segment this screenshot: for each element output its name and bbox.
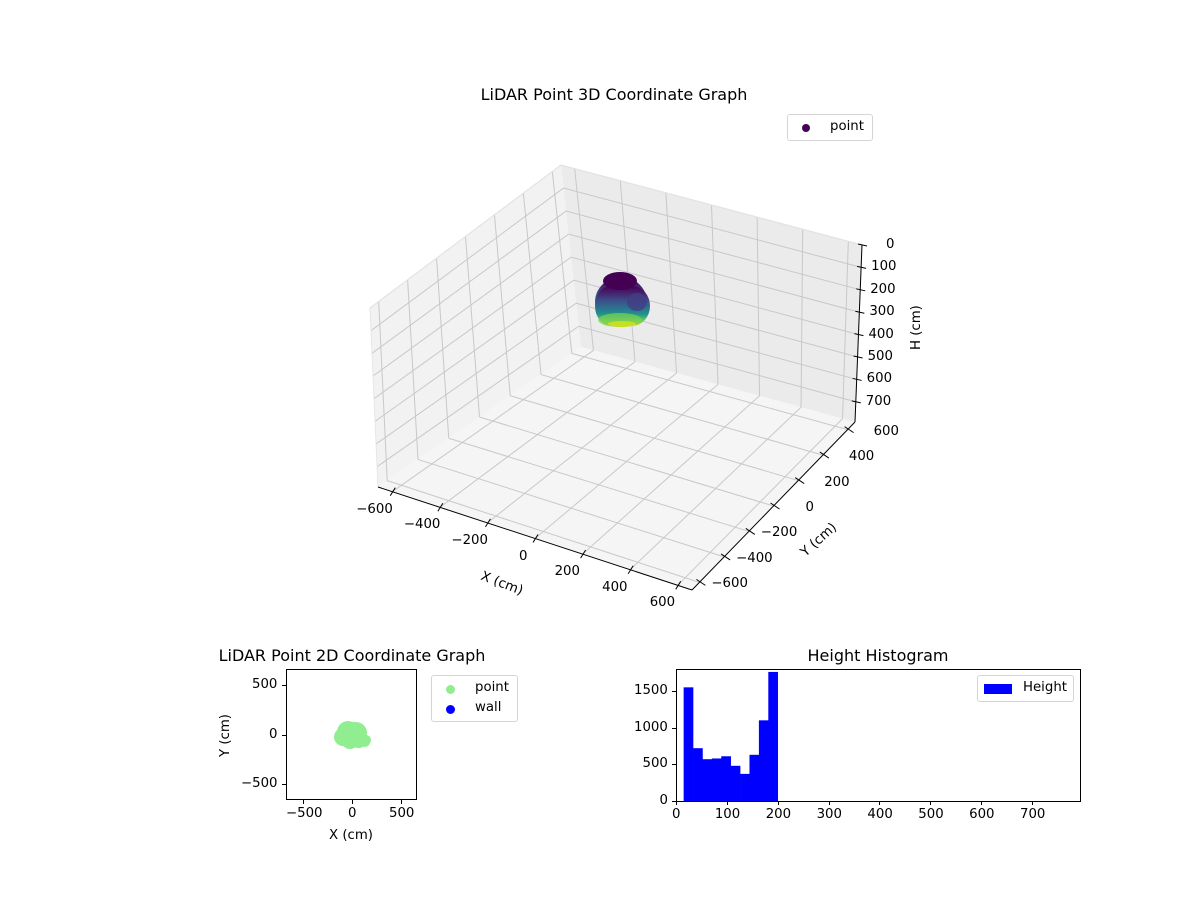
ytick-3d: 600 [873, 423, 899, 439]
ytick-2d-0: 0 [269, 727, 278, 742]
legend-point-marker-icon [802, 124, 810, 132]
legend-point-marker-icon [446, 685, 455, 694]
xtick-3d: −600 [356, 501, 393, 517]
xtick-mark-hist [828, 801, 830, 805]
ytick-marks-2d [282, 735, 286, 736]
xtick-mark-hist [930, 801, 932, 805]
histogram-bar [711, 758, 722, 801]
xtick-3d: 600 [649, 595, 676, 611]
chart-2d-legend: point wall [431, 675, 518, 722]
xtick-2d-500: 500 [389, 806, 415, 821]
xtick-mark-hist [676, 801, 677, 805]
xtick-mark-hist [879, 801, 881, 805]
histogram-bar [749, 754, 760, 801]
ytick-marks-2d [282, 685, 286, 686]
legend-wall-marker-icon [446, 705, 455, 714]
ztick-3d: 600 [866, 371, 893, 387]
histogram-bar [683, 687, 694, 801]
ytick-3d: 0 [805, 500, 814, 515]
xtick-3d: 0 [519, 548, 528, 564]
histogram-legend: Height [977, 675, 1074, 702]
histogram-bar [758, 720, 769, 801]
xtick-hist: 300 [816, 807, 842, 822]
ytick-hist: 0 [659, 793, 668, 808]
xtick-marks-2d [401, 800, 402, 804]
ztick-3d: 200 [870, 281, 896, 297]
ztick-3d: 300 [869, 304, 895, 320]
xtick-marks-2d [303, 800, 304, 804]
point-cloud-3d [595, 272, 650, 327]
xtick-2d-0: 0 [348, 806, 357, 821]
chart-2d-title: LiDAR Point 2D Coordinate Graph [218, 646, 486, 665]
legend-height-label: Height [1023, 680, 1067, 695]
ytick-hist: 500 [642, 756, 668, 772]
xtick-mark-hist [981, 801, 983, 805]
ytick-3d: 200 [824, 474, 850, 490]
xtick-2d-neg500: −500 [286, 806, 323, 821]
histogram-title: Height Histogram [807, 646, 949, 665]
xtick-3d: −200 [451, 532, 488, 548]
histogram-bar [740, 773, 750, 801]
histogram-bar [693, 748, 703, 801]
histogram-bar [721, 756, 731, 801]
chart-3d-title: LiDAR Point 3D Coordinate Graph [480, 85, 748, 104]
x-axis-label-2d: X (cm) [329, 828, 373, 843]
ztick-3d: 700 [865, 393, 892, 409]
histogram-bar [730, 765, 741, 801]
xtick-hist: 700 [1020, 807, 1046, 822]
ytick-3d: −400 [736, 550, 773, 566]
ytick-2d-500: 500 [252, 677, 278, 692]
xtick-hist: 0 [672, 807, 681, 822]
xtick-hist: 200 [765, 807, 792, 822]
ytick-mark-hist [672, 801, 676, 802]
ytick-mark-hist [672, 764, 676, 766]
ytick-mark-hist [672, 691, 676, 692]
xtick-mark-hist [726, 801, 728, 805]
ytick-hist: 1500 [634, 683, 668, 698]
xtick-3d: 200 [554, 564, 580, 580]
chart-2d-axes [286, 669, 417, 800]
legend-height-swatch-icon [984, 684, 1012, 694]
ytick-marks-2d [282, 784, 286, 785]
legend-point-label: point [475, 680, 509, 695]
xtick-mark-hist [1032, 801, 1033, 805]
ytick-3d: −600 [711, 576, 748, 592]
histogram-bar [702, 759, 713, 801]
histogram-bar [768, 671, 779, 801]
xtick-hist: 500 [918, 807, 944, 822]
xtick-3d: −400 [403, 517, 441, 533]
point-cluster-2d [334, 721, 371, 749]
ytick-2d-neg500: −500 [241, 776, 278, 791]
ztick-3d: 0 [886, 237, 895, 252]
xtick-hist: 100 [714, 807, 741, 822]
ytick-hist: 1000 [634, 719, 668, 735]
ytick-3d: −200 [760, 525, 798, 541]
legend-wall-label: wall [475, 700, 502, 715]
xtick-marks-2d [352, 800, 353, 804]
xtick-hist: 400 [867, 807, 893, 822]
ztick-3d: 500 [867, 349, 893, 365]
xtick-hist: 600 [969, 807, 995, 822]
ztick-3d: 400 [868, 326, 894, 342]
xtick-mark-hist [777, 801, 779, 805]
ztick-3d: 100 [871, 259, 897, 275]
legend-point-label: point [830, 119, 864, 134]
ytick-mark-hist [672, 727, 676, 729]
xtick-3d: 400 [602, 579, 628, 595]
chart-3d-legend: point [787, 114, 873, 141]
ytick-3d: 400 [848, 449, 875, 465]
